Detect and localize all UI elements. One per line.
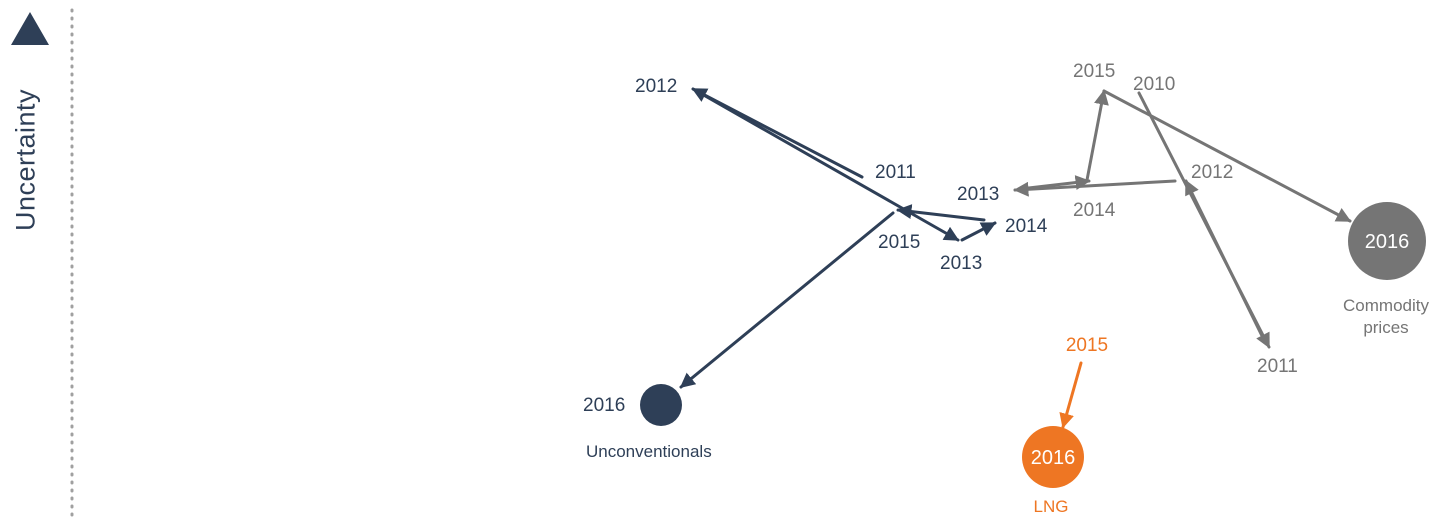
axis-arrow-up-icon — [11, 12, 49, 45]
node-unconventionals-2016 — [640, 384, 682, 426]
arrow-lng-2015-2016 — [1059, 361, 1083, 429]
node-lng-2016 — [1022, 426, 1084, 488]
label-unconventionals-2011: 2011 — [875, 162, 916, 183]
label-unconventionals-2015: 2015 — [878, 232, 920, 253]
label-commodity-2013: 2013 — [957, 184, 999, 205]
label-unconventionals-2016: 2016 — [583, 395, 625, 416]
series-label-commodity-line2: prices — [1363, 318, 1408, 337]
label-unconventionals-2013: 2013 — [940, 253, 982, 274]
arrow-commodity-2011-2012 — [1184, 179, 1267, 344]
arrow-commodity-2015-2016 — [1102, 89, 1352, 223]
label-lng-2015: 2015 — [1066, 335, 1108, 356]
series-label-unconventionals: Unconventionals — [586, 442, 712, 461]
label-commodity-2012: 2012 — [1191, 162, 1233, 183]
arrow-commodity-2012-2013 — [1013, 179, 1177, 197]
trajectory-nodes — [640, 202, 1426, 488]
arrow-commodity-2013-2014 — [1018, 175, 1091, 191]
series-label-commodity-line1: Commodity — [1343, 296, 1429, 315]
label-commodity-2016: 2016 — [1365, 231, 1410, 253]
node-commodity-2016 — [1348, 202, 1426, 280]
label-commodity-2015: 2015 — [1073, 61, 1115, 82]
label-commodity-2014: 2014 — [1073, 200, 1116, 221]
arrow-unconventionals-2012-2013 — [698, 91, 960, 242]
label-commodity-2010: 2010 — [1133, 74, 1175, 95]
arrow-unconventionals-2015-2016 — [679, 211, 895, 389]
label-unconventionals-2012: 2012 — [635, 76, 677, 97]
series-label-lng: LNG — [1034, 497, 1069, 516]
arrow-unconventionals-2014-2015 — [896, 204, 986, 222]
trajectory-paths — [679, 87, 1352, 429]
label-commodity-2011: 2011 — [1257, 356, 1298, 377]
arrow-commodity-2014-2015 — [1085, 89, 1109, 182]
label-unconventionals-2014: 2014 — [1005, 216, 1048, 237]
y-axis-label: Uncertainty — [10, 88, 41, 232]
trajectory-labels: 2012 2011 2015 2013 2014 2016 Unconventionals 2… — [583, 61, 1429, 516]
arrow-unconventionals-2013-2014 — [960, 221, 997, 242]
label-lng-2016: 2016 — [1031, 447, 1076, 469]
